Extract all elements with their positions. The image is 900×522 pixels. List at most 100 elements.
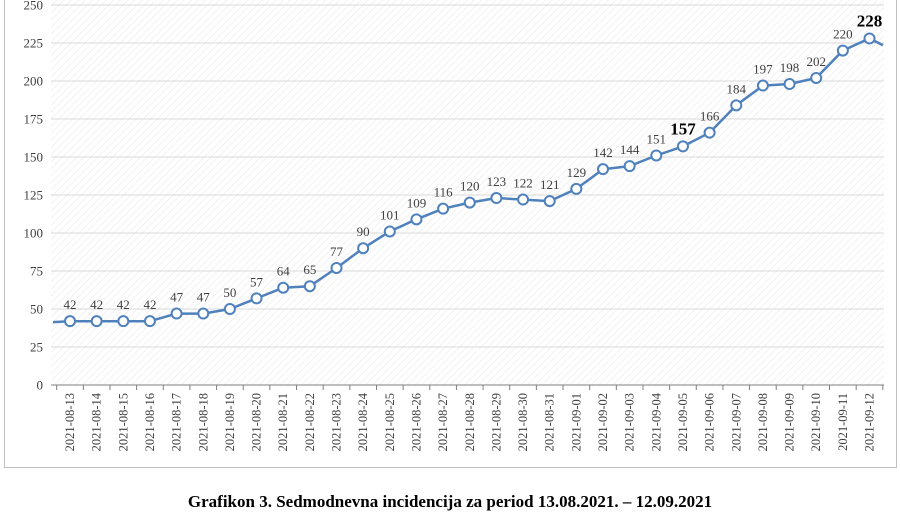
y-tick-label: 150: [24, 150, 44, 165]
data-label: 47: [197, 290, 211, 305]
y-tick-label: 100: [24, 226, 44, 241]
y-tick-label: 0: [37, 378, 44, 393]
x-tick-label: 2021-08-20: [250, 393, 264, 451]
x-tick-label: 2021-08-28: [463, 393, 477, 451]
data-label: 142: [593, 145, 613, 160]
data-point: [117, 315, 130, 328]
x-tick-label: 2021-08-16: [143, 393, 157, 451]
data-point: [357, 242, 370, 255]
y-tick-label: 250: [24, 0, 44, 13]
x-tick-label: 2021-08-31: [543, 393, 557, 451]
data-point: [463, 196, 476, 209]
data-point: [570, 182, 583, 195]
x-tick-label: 2021-09-09: [783, 393, 797, 451]
data-point: [730, 99, 743, 112]
data-point: [597, 163, 609, 176]
x-tick-label: 2021-09-03: [623, 393, 637, 451]
x-tick-label: 2021-09-04: [649, 392, 663, 451]
x-tick-label: 2021-09-05: [676, 393, 690, 451]
data-label: 57: [250, 274, 264, 289]
data-point: [676, 140, 689, 153]
data-point: [170, 307, 183, 320]
data-point: [383, 225, 396, 238]
data-point: [517, 193, 530, 206]
x-tick-label: 2021-08-19: [223, 393, 237, 451]
line-chart: 0 25 50 75 100 125 150 175 200 225 250 2021-08-13 20…: [24, 0, 884, 451]
data-point: [650, 149, 663, 162]
data-label: 129: [567, 165, 587, 180]
data-label: 42: [64, 297, 77, 312]
data-label: 42: [90, 297, 103, 312]
data-point: [836, 44, 849, 57]
y-tick-label: 225: [24, 36, 44, 51]
data-label: 120: [460, 179, 480, 194]
y-tick-label: 75: [30, 264, 43, 279]
data-label: 77: [330, 244, 344, 259]
data-label: 90: [357, 224, 370, 239]
data-label: 122: [513, 176, 533, 191]
data-label: 101: [380, 207, 400, 222]
x-tick-label: 2021-09-01: [569, 393, 583, 451]
x-tick-label: 2021-08-26: [409, 393, 423, 451]
data-point: [437, 202, 450, 215]
data-label: 42: [143, 297, 156, 312]
data-point: [277, 281, 290, 294]
x-tick-label: 2021-08-13: [63, 393, 77, 451]
x-tick-label: 2021-08-18: [196, 393, 210, 451]
data-label: 184: [727, 81, 747, 96]
data-point: [143, 315, 156, 328]
y-tick-label: 175: [24, 112, 44, 127]
data-point: [410, 213, 423, 226]
chart-caption: Grafikon 3. Sedmodnevna incidencija za p…: [187, 492, 713, 511]
x-tick-label: 2021-09-10: [809, 393, 823, 451]
x-tick-label: 2021-08-22: [303, 393, 317, 451]
data-point: [863, 32, 876, 45]
x-tick-label: 2021-09-06: [703, 393, 717, 451]
data-label: 121: [540, 177, 560, 192]
data-label: 151: [647, 131, 667, 146]
x-tick-label: 2021-09-12: [863, 393, 877, 451]
data-label-highlighted: 228: [857, 11, 883, 30]
data-label: 202: [806, 54, 826, 69]
data-point: [64, 315, 76, 328]
data-label: 198: [780, 60, 800, 75]
x-tick-label: 2021-08-24: [356, 392, 370, 451]
data-label: 220: [833, 27, 853, 42]
x-tick-label: 2021-08-29: [489, 393, 503, 451]
data-label: 65: [303, 262, 316, 277]
data-point: [303, 280, 316, 293]
data-point: [703, 126, 716, 139]
data-label: 123: [487, 174, 507, 189]
data-point: [490, 192, 503, 205]
data-label: 144: [620, 142, 640, 157]
x-tick-label: 2021-09-08: [756, 393, 770, 451]
plot-area: [51, 0, 884, 385]
x-tick-label: 2021-08-21: [276, 393, 290, 451]
x-tick-label: 2021-08-25: [383, 393, 397, 451]
y-tick-label: 125: [24, 188, 44, 203]
x-tick-label: 2021-08-23: [330, 393, 344, 451]
y-tick-label: 200: [24, 74, 44, 89]
x-tick-label: 2021-09-11: [836, 393, 850, 451]
x-tick-label: 2021-08-30: [516, 393, 530, 451]
x-tick-label: 2021-09-02: [596, 393, 610, 451]
chart-frame: 0 25 50 75 100 125 150 175 200 225 250 2021-08-13 20…: [4, 0, 897, 468]
data-label: 109: [407, 195, 427, 210]
data-label: 47: [170, 290, 184, 305]
data-point: [783, 78, 796, 91]
data-label: 166: [700, 109, 720, 124]
data-label: 50: [223, 285, 236, 300]
data-label: 197: [753, 62, 773, 77]
data-label-highlighted: 157: [670, 119, 696, 138]
data-point: [330, 261, 343, 274]
data-point: [623, 160, 636, 173]
data-point: [223, 303, 236, 315]
data-point: [543, 195, 556, 208]
x-tick-label: 2021-09-07: [729, 393, 743, 451]
x-tick-label: 2021-08-27: [436, 393, 450, 451]
data-label: 116: [434, 185, 454, 200]
x-tick-label: 2021-08-14: [90, 392, 104, 451]
y-tick-label: 25: [30, 340, 43, 355]
data-point: [90, 315, 103, 328]
data-point: [250, 292, 263, 305]
